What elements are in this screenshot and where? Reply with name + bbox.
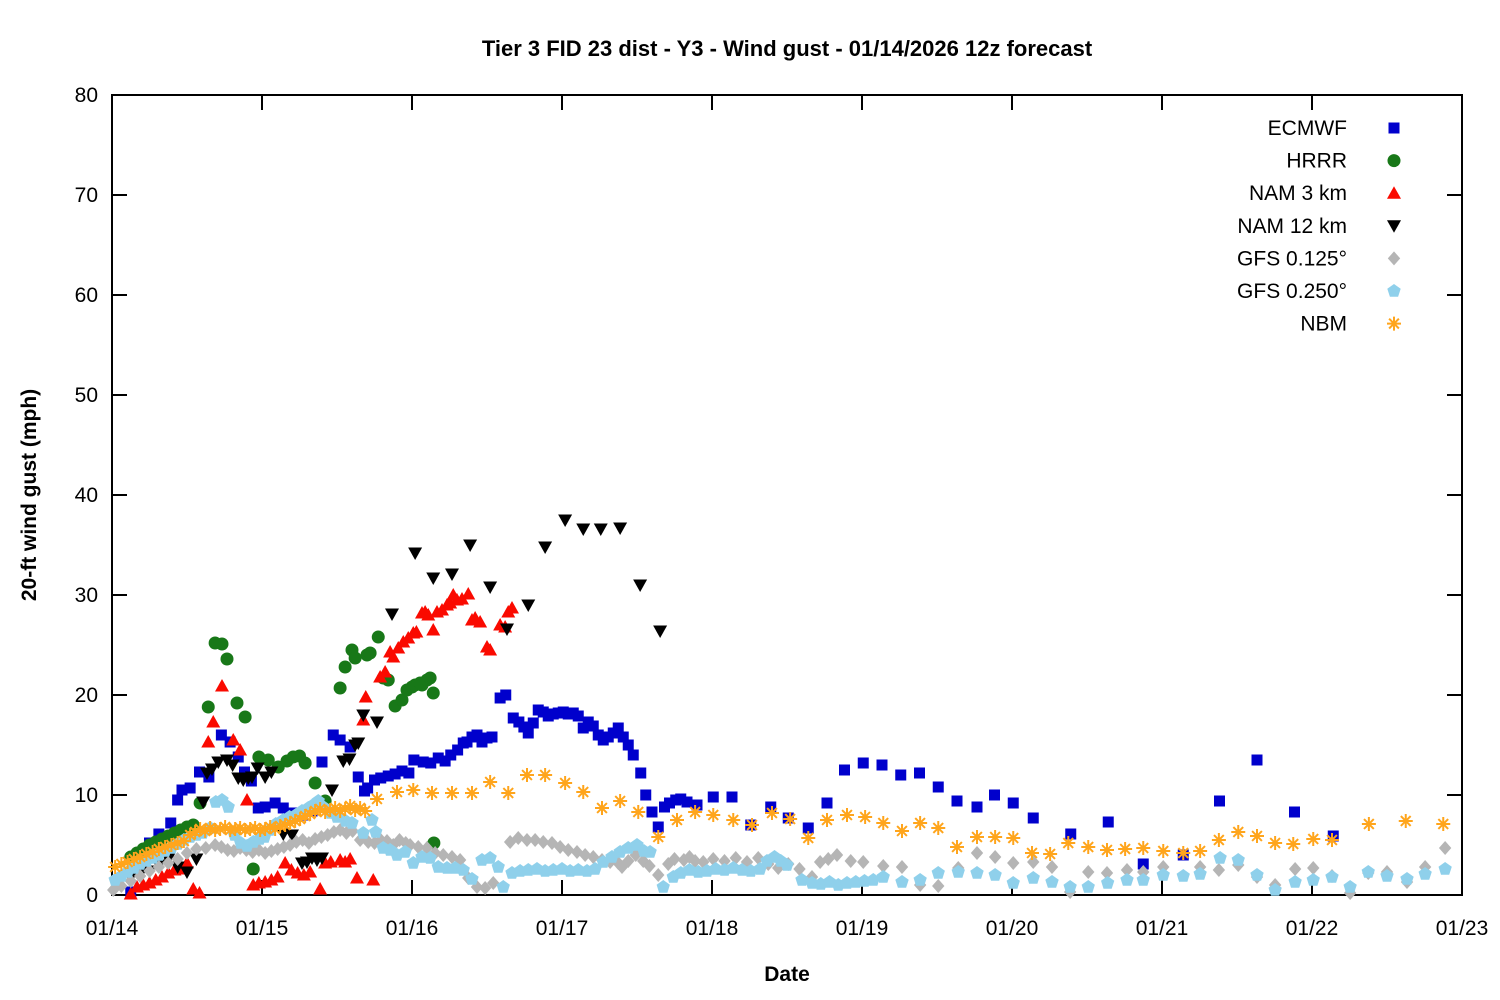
hrrr-marker-icon [1387, 154, 1401, 168]
y-tick-label: 20 [75, 684, 98, 707]
legend-item-gfs-0-250: GFS 0.250° [1237, 280, 1401, 303]
x-tick-label: 01/20 [986, 917, 1039, 940]
series-nam-12-km-points [123, 514, 668, 884]
y-tick-label: 40 [75, 484, 98, 507]
gfs-0-250-marker-icon [1387, 284, 1401, 297]
x-tick-label: 01/18 [686, 917, 739, 940]
x-tick-label: 01/17 [536, 917, 589, 940]
legend-label-nbm: NBM [1300, 313, 1347, 336]
legend-label-ecmwf: ECMWF [1268, 117, 1347, 140]
y-tick-label: 70 [75, 184, 98, 207]
legend: ECMWF HRRR NAM 3 km NAM 12 km GFS 0.125° GFS … [1237, 117, 1401, 336]
x-tick-label: 01/19 [836, 917, 889, 940]
legend-item-nam-12-km: NAM 12 km [1237, 215, 1401, 238]
legend-label-nam-3-km: NAM 3 km [1249, 182, 1347, 205]
x-tick-label: 01/22 [1286, 917, 1339, 940]
ecmwf-marker-icon [1388, 122, 1400, 134]
y-tick-label: 50 [75, 384, 98, 407]
legend-item-ecmwf: ECMWF [1268, 117, 1400, 140]
nam-3-km-marker-icon [1387, 186, 1401, 199]
x-tick-label: 01/16 [386, 917, 439, 940]
gfs-0-125-marker-icon [1387, 251, 1401, 266]
y-tick-label: 60 [75, 284, 98, 307]
x-axis-label: Date [764, 963, 810, 986]
legend-item-hrrr: HRRR [1286, 150, 1401, 173]
x-tick-label: 01/21 [1136, 917, 1189, 940]
x-tick-label: 01/23 [1436, 917, 1489, 940]
series-nam-3-km-points [123, 587, 519, 900]
nam-12-km-marker-icon [1387, 220, 1401, 233]
legend-label-gfs-0-125: GFS 0.125° [1237, 247, 1347, 270]
y-tick-label: 10 [75, 784, 98, 807]
nbm-marker-icon [1387, 316, 1401, 331]
legend-item-nbm: NBM [1300, 313, 1401, 336]
series-gfs-0-125-points [107, 823, 1452, 900]
y-tick-label: 30 [75, 584, 98, 607]
legend-item-gfs-0-125: GFS 0.125° [1237, 247, 1401, 270]
legend-item-nam-3-km: NAM 3 km [1249, 182, 1401, 205]
legend-label-hrrr: HRRR [1286, 150, 1347, 173]
series-nbm-points [108, 768, 1451, 874]
y-tick-label: 80 [75, 84, 98, 107]
chart-title: Tier 3 FID 23 dist - Y3 - Wind gust - 01… [481, 36, 1093, 61]
legend-label-nam-12-km: NAM 12 km [1237, 215, 1347, 238]
y-tick-label: 0 [86, 884, 98, 907]
x-tick-label: 01/14 [86, 917, 139, 940]
legend-label-gfs-0-250: GFS 0.250° [1237, 280, 1347, 303]
x-tick-label: 01/15 [236, 917, 289, 940]
